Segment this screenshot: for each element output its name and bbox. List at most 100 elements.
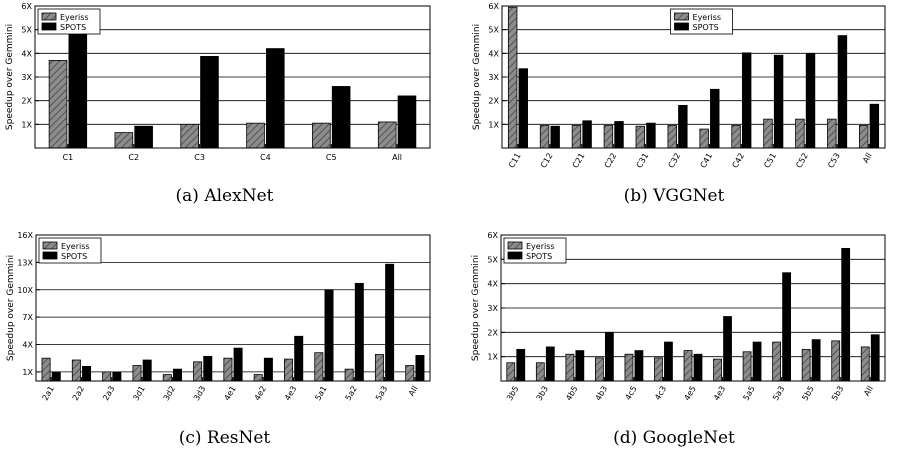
bar-spots xyxy=(200,56,219,149)
bar-spots xyxy=(112,371,122,382)
bar-eyeriss xyxy=(223,357,233,382)
bar-eyeriss xyxy=(699,128,709,149)
plot-frame xyxy=(35,234,431,382)
x-tick-label: All xyxy=(862,385,875,398)
bar-eyeriss xyxy=(795,118,805,149)
x-tick-label: 4e1 xyxy=(222,385,237,403)
x-tick-label: C22 xyxy=(603,152,619,170)
bar-eyeriss xyxy=(595,357,604,382)
bar-spots xyxy=(134,125,153,149)
y-tick-label: 4X xyxy=(22,341,33,350)
bar-eyeriss xyxy=(603,125,614,149)
bar-spots xyxy=(678,105,688,149)
y-tick-label: 2X xyxy=(21,97,32,106)
bar-eyeriss xyxy=(374,354,384,382)
bar-eyeriss xyxy=(507,6,518,149)
bar-eyeriss xyxy=(859,125,869,149)
bar-eyeriss xyxy=(831,340,841,382)
bar-eyeriss xyxy=(114,132,134,149)
x-tick-label: 2a1 xyxy=(41,385,56,403)
x-tick-label: C3 xyxy=(194,153,205,162)
bar-spots xyxy=(415,355,425,382)
x-tick-label: 3b3 xyxy=(535,385,550,403)
bar-eyeriss xyxy=(713,358,722,382)
bar-spots xyxy=(575,350,585,382)
chart-panel-googlenet: 1X 2X 3X 4X 5X 6X Speedup over Gemmini 3b5 3b3 4b… xyxy=(449,229,899,458)
bar-eyeriss xyxy=(246,122,265,149)
x-tick-label: 4c5 xyxy=(624,385,639,402)
bar-eyeriss xyxy=(162,374,172,382)
x-tick-label: All xyxy=(407,385,420,398)
bar-eyeriss xyxy=(742,351,752,382)
y-tick-label: 3X xyxy=(21,73,32,82)
x-tick-label: All xyxy=(861,152,874,165)
legend-label-spots: SPOTS xyxy=(61,252,87,261)
chart-vggnet: 1X 2X 3X 4X 5X 6X Speedup over Gemmini C11 C12 C2… xyxy=(472,2,886,170)
x-tick-label: C11 xyxy=(507,152,523,170)
bar-spots xyxy=(385,263,395,382)
x-tick-label: 3d3 xyxy=(192,385,207,403)
chart-caption-alexnet: (a) AlexNet xyxy=(175,186,274,206)
bar-eyeriss xyxy=(253,374,263,382)
bar-spots xyxy=(723,316,732,382)
x-tick-label: C12 xyxy=(539,152,555,170)
chart-resnet: 1X 4X 7X 10X 13X 16X Speedup over Gemmini 2a1 2a… xyxy=(6,231,431,403)
chart-panel-vggnet: 1X 2X 3X 4X 5X 6X Speedup over Gemmini C11 C12 C2… xyxy=(449,0,899,229)
x-tick-label: 3b5 xyxy=(505,385,520,403)
chart-caption-googlenet: (d) GoogleNet xyxy=(613,428,735,448)
x-tick-label: 3d1 xyxy=(131,385,146,403)
bar-spots xyxy=(741,52,752,149)
bar-spots xyxy=(82,365,92,382)
x-tick-label: 5a3 xyxy=(771,385,786,403)
y-tick-label: 3X xyxy=(488,73,499,82)
x-tick-label: 4c3 xyxy=(653,385,668,402)
y-tick-label: 1X xyxy=(22,368,33,377)
bar-spots xyxy=(841,247,851,382)
bar-spots xyxy=(172,368,182,382)
bar-spots xyxy=(773,54,784,149)
x-tick-label: C21 xyxy=(571,152,587,170)
y-tick-label: 1X xyxy=(487,353,498,362)
bar-spots xyxy=(604,331,614,382)
chart-caption-vggnet: (b) VGGNet xyxy=(623,186,725,206)
bar-eyeriss xyxy=(377,121,397,149)
bar-eyeriss xyxy=(571,125,582,149)
bar-eyeriss xyxy=(654,357,663,382)
y-axis-label: Speedup over Gemmini xyxy=(472,24,482,130)
y-tick-label: 6X xyxy=(21,2,32,11)
bar-eyeriss xyxy=(506,362,516,382)
bar-spots xyxy=(782,272,791,382)
bar-spots xyxy=(870,334,880,382)
chart-googlenet: 1X 2X 3X 4X 5X 6X Speedup over Gemmini 3b5 3b3 4b… xyxy=(471,231,886,403)
legend-swatch-eyeriss xyxy=(674,12,689,21)
y-axis-label: Speedup over Gemmini xyxy=(6,255,16,361)
chart-alexnet: 1X 2X 3X 4X 5X 6X Speedup over Gemmini C1 C2 C3 C4… xyxy=(5,2,431,162)
bar-spots xyxy=(869,103,880,149)
x-tick-label: 4e2 xyxy=(253,385,268,403)
x-tick-label: 5b5 xyxy=(800,385,815,403)
x-tick-label: C52 xyxy=(794,152,810,170)
legend-label-eyeriss: Eyeriss xyxy=(61,242,90,251)
bar-spots xyxy=(752,341,762,382)
x-tick-label: All xyxy=(392,153,402,162)
x-tick-label: 2a3 xyxy=(101,385,116,403)
bar-eyeriss xyxy=(41,357,51,382)
bar-eyeriss xyxy=(683,350,693,382)
chart-panel-alexnet: 1X 2X 3X 4X 5X 6X Speedup over Gemmini C1 C2 C3 C4… xyxy=(0,0,449,229)
bar-eyeriss xyxy=(312,122,331,149)
plot-frame xyxy=(34,5,431,149)
bar-spots xyxy=(550,125,560,149)
bar-spots xyxy=(582,120,592,149)
bar-spots xyxy=(331,86,351,149)
bar-eyeriss xyxy=(539,125,550,149)
bar-eyeriss xyxy=(801,348,811,382)
bar-eyeriss xyxy=(565,353,575,382)
bar-eyeriss xyxy=(71,359,81,382)
bar-spots xyxy=(811,339,821,382)
bar-eyeriss xyxy=(180,123,199,149)
chart-caption-resnet: (c) ResNet xyxy=(178,428,271,448)
y-tick-label: 3X xyxy=(487,304,498,313)
y-tick-label: 7X xyxy=(22,313,33,322)
legend-label-spots: SPOTS xyxy=(60,23,86,32)
bar-spots xyxy=(805,52,816,149)
